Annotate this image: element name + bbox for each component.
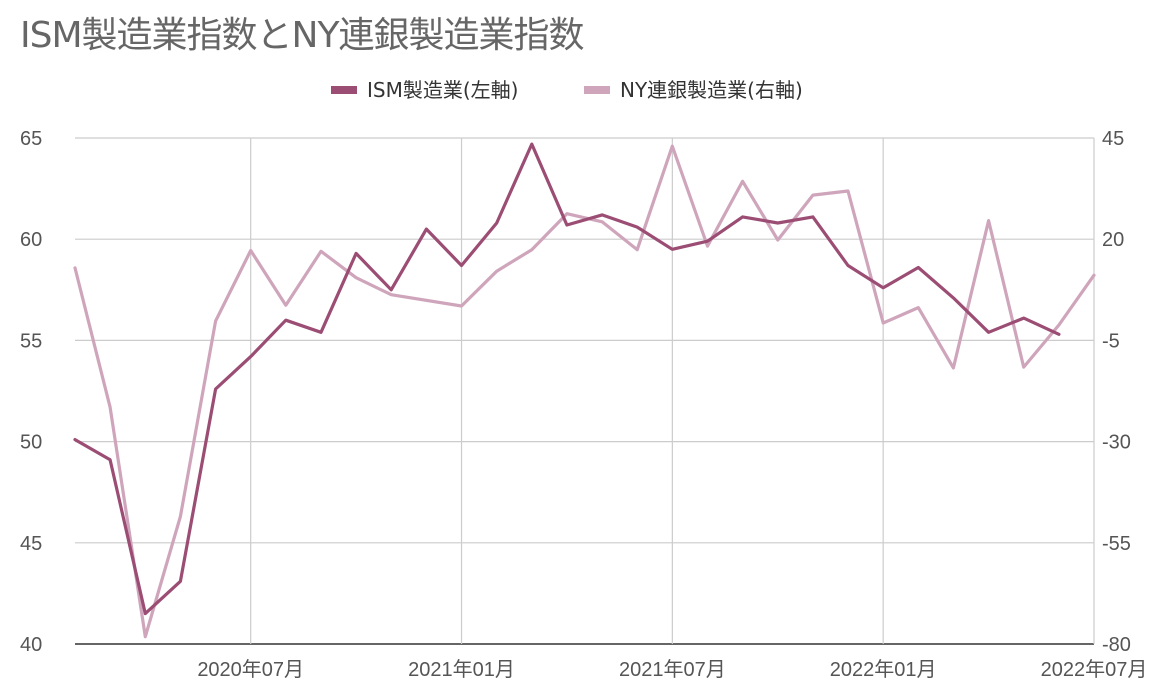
left-tick-label: 65 bbox=[20, 128, 42, 150]
left-tick-label: 55 bbox=[20, 330, 42, 352]
legend-swatch bbox=[584, 86, 610, 94]
legend: ISM製造業(左軸) NY連銀製造業(右軸) bbox=[331, 78, 803, 102]
right-tick-label: -30 bbox=[1102, 432, 1131, 454]
chart-title: ISM製造業指数とNY連銀製造業指数 bbox=[20, 15, 584, 56]
legend-label: NY連銀製造業(右軸) bbox=[620, 78, 803, 102]
right-tick-label: -80 bbox=[1102, 634, 1131, 656]
x-tick-label: 2022年07月 bbox=[1041, 658, 1148, 681]
x-tick-label: 2021年07月 bbox=[619, 658, 726, 681]
series-lines bbox=[73, 142, 1096, 639]
left-tick-label: 40 bbox=[20, 634, 42, 656]
right-tick-label: -55 bbox=[1102, 533, 1131, 555]
grid-lines bbox=[75, 137, 1095, 645]
x-tick-label: 2022年01月 bbox=[830, 658, 937, 681]
right-tick-label: 20 bbox=[1102, 229, 1124, 251]
legend-swatch bbox=[331, 86, 357, 94]
legend-label: ISM製造業(左軸) bbox=[367, 78, 518, 102]
left-tick-label: 45 bbox=[20, 533, 42, 555]
axes: 40 -80 45 -55 50 -30 55 -5 60 20 65 45 2020年07月 2021年… bbox=[20, 128, 1147, 681]
right-tick-label: -5 bbox=[1102, 330, 1120, 352]
left-tick-label: 60 bbox=[20, 229, 42, 251]
x-tick-label: 2020年07月 bbox=[197, 658, 304, 681]
series-line-ny-fed bbox=[73, 144, 1096, 639]
x-tick-label: 2021年01月 bbox=[408, 658, 515, 681]
series-line-ism bbox=[73, 142, 1061, 616]
left-tick-label: 50 bbox=[20, 432, 42, 454]
right-tick-label: 45 bbox=[1102, 128, 1124, 150]
